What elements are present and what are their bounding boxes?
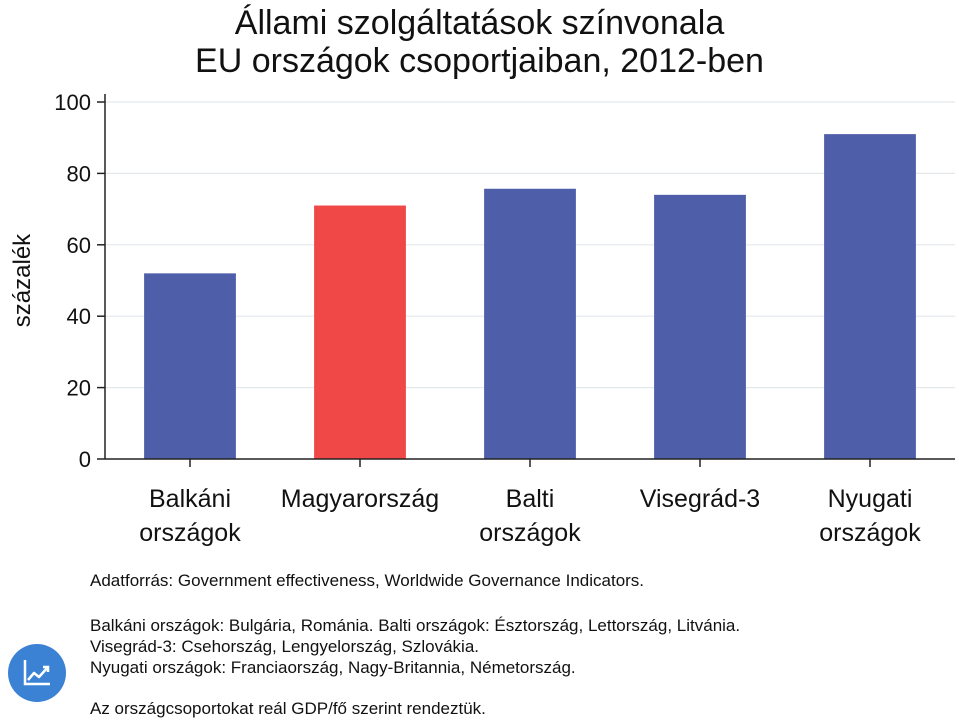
x-tick-label: Balti országok xyxy=(479,485,581,547)
x-tick-label: Nyugati országok xyxy=(819,485,921,547)
groups-note-2: Visegrád-3: Csehország, Lengyelország, S… xyxy=(90,637,480,656)
x-tick-label-line: országok xyxy=(819,519,921,547)
x-tick-label-line: országok xyxy=(479,519,581,547)
y-tick-label: 60 xyxy=(67,233,91,258)
y-axis-label: százalék xyxy=(9,233,36,327)
x-tick-label: Magyarország xyxy=(281,485,439,513)
groups-note-1: Balkáni országok: Bulgária, Románia. Bal… xyxy=(90,616,741,635)
source-note: Adatforrás: Government effectiveness, Wo… xyxy=(90,571,645,590)
bar-chart: 0 20 40 60 80 100 Balkáni országok Magyarország B… xyxy=(9,90,955,547)
x-tick-label-line: országok xyxy=(139,519,241,547)
x-tick-label: Visegrád-3 xyxy=(640,485,760,513)
chart-title-line-1: Állami szolgáltatások színvonala xyxy=(234,4,725,42)
y-tick-label: 100 xyxy=(54,90,91,115)
y-tick-label: 80 xyxy=(67,161,91,186)
chart-title-line-2: EU országok csoportjaiban, 2012-ben xyxy=(195,42,764,80)
y-tick-label: 20 xyxy=(67,376,91,401)
x-tick-label-line: Magyarország xyxy=(281,485,439,513)
bar xyxy=(144,273,236,459)
x-tick-label-line: Visegrád-3 xyxy=(640,485,760,513)
groups-note-3: Nyugati országok: Franciaország, Nagy-Br… xyxy=(90,658,576,677)
ordering-note: Az országcsoportokat reál GDP/fő szerint… xyxy=(90,699,486,718)
x-tick-label-line: Balti xyxy=(506,485,555,513)
trend-chart-icon xyxy=(8,644,66,702)
y-tick-label: 0 xyxy=(79,447,91,472)
bar xyxy=(824,134,916,459)
bar xyxy=(314,205,406,459)
x-tick-label-line: Nyugati xyxy=(828,485,913,513)
bar xyxy=(654,194,746,459)
y-tick-label: 40 xyxy=(67,304,91,329)
x-tick-label: Balkáni országok xyxy=(139,485,241,547)
x-tick-label-line: Balkáni xyxy=(149,485,231,513)
bar xyxy=(484,188,576,459)
